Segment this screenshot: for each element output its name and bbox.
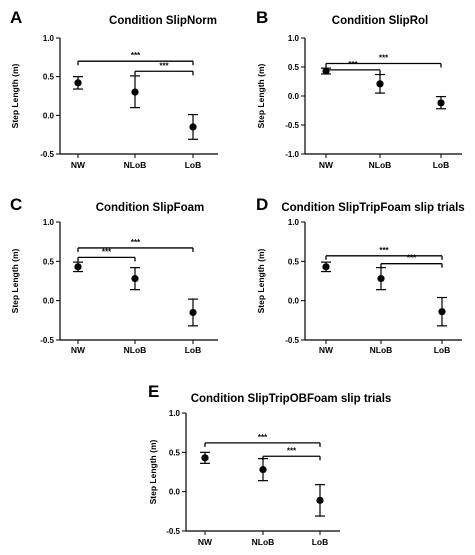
y-tick-label: 0.5 [43,257,55,266]
y-tick-label: -0.5 [166,527,180,536]
data-point-lob [189,123,197,131]
data-point-nw [322,263,330,271]
y-tick-label: 1.0 [288,218,300,227]
data-point-lob [316,496,324,504]
y-tick-label: 0.0 [169,488,181,497]
y-tick-label: -0.5 [40,336,54,345]
data-point-nlob [131,88,139,96]
y-tick-label: 0.0 [43,297,55,306]
chart-title: Condition SlipTripOBFoam slip trials [191,393,392,405]
panel-letter: D [256,195,268,214]
y-tick-label: -0.5 [285,121,299,130]
data-point-nlob [131,275,139,283]
data-point-nlob [376,80,384,88]
data-point-nw [74,263,82,271]
y-tick-label: 0.5 [288,63,300,72]
panel-letter: C [10,195,22,214]
x-tick-label: LoB [185,160,202,170]
x-tick-label: NLoB [252,537,275,547]
x-tick-label: NLoB [124,160,147,170]
y-tick-label: 0.0 [43,111,55,120]
data-point-nlob [377,275,385,283]
x-tick-label: LoB [434,345,451,355]
panel-letter: E [148,382,159,401]
significance-label: *** [131,51,141,60]
chart-panel-c: C Condition SlipFoam Step Length (m) 1.0 0.5… [10,195,218,355]
significance-label: *** [258,433,268,442]
panel-letter: B [256,8,268,27]
y-tick-label: -1.0 [285,150,299,159]
x-tick-label: NW [319,160,334,170]
data-point-nw [201,454,209,462]
y-tick-label: 0.5 [169,448,181,457]
x-tick-label: LoB [433,160,450,170]
data-point-lob [189,308,197,317]
y-tick-label: -0.5 [285,336,299,345]
chart-panel-e: E Condition SlipTripOBFoam slip trials Ste… [148,382,391,547]
chart-title: Condition SlipFoam [96,202,205,214]
x-tick-label: NW [71,160,86,170]
x-tick-label: NLoB [369,160,392,170]
y-tick-label: 0.0 [288,297,300,306]
x-tick-label: LoB [185,345,202,355]
significance-label: *** [287,446,297,455]
significance-label: *** [131,238,141,247]
panel-letter: A [10,8,22,27]
significance-label: *** [102,247,112,256]
x-tick-label: NLoB [370,345,393,355]
data-point-lob [438,308,446,316]
data-point-nlob [259,466,267,474]
x-tick-label: NW [319,345,334,355]
y-axis-label: Step Length (m) [256,63,266,128]
y-tick-label: 1.0 [43,218,55,227]
y-axis-label: Step Length (m) [256,248,266,313]
y-tick-label: 0.5 [288,257,300,266]
chart-title: Condition SlipRol [332,15,428,27]
significance-label: *** [379,246,389,255]
significance-label: *** [407,254,417,263]
significance-label: *** [379,54,389,63]
y-tick-label: 1.0 [43,34,55,43]
y-tick-label: 0.5 [43,73,55,82]
chart-panel-a: A Condition SlipNorm Step Length (m) 1.0 0.5… [10,8,218,170]
y-axis-label: Step Length (m) [148,439,158,504]
y-tick-label: 1.0 [169,409,181,418]
chart-panel-b: B Condition SlipRol Step Length (m) 1.0 0.5 0… [256,8,462,170]
y-tick-label: 0.0 [288,92,300,101]
significance-label: *** [348,60,358,69]
y-axis-label: Step Length (m) [10,63,20,128]
significance-label: *** [159,61,169,70]
chart-panel-d: D Condition SlipTripFoam slip trials Step … [256,195,465,355]
x-tick-label: NW [71,345,86,355]
x-tick-label: LoB [312,537,329,547]
chart-title: Condition SlipNorm [109,15,217,27]
x-tick-label: NLoB [124,345,147,355]
data-point-nw [74,79,82,87]
y-tick-label: 1.0 [288,34,300,43]
data-point-lob [437,99,445,107]
y-axis-label: Step Length (m) [10,248,20,313]
x-tick-label: NW [198,537,213,547]
y-tick-label: -0.5 [40,150,54,159]
chart-title: Condition SlipTripFoam slip trials [281,202,464,214]
